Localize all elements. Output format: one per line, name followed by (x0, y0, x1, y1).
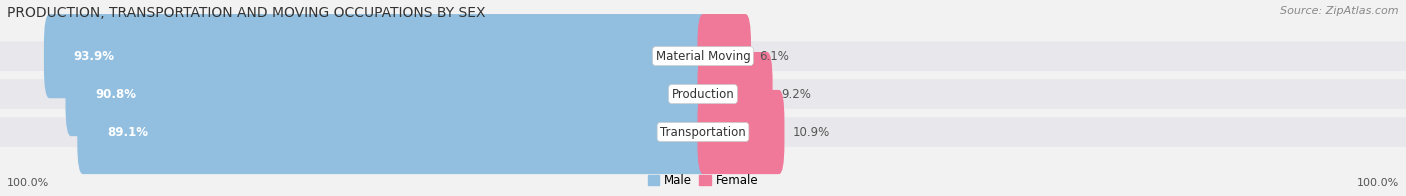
Text: Material Moving: Material Moving (655, 50, 751, 63)
Text: PRODUCTION, TRANSPORTATION AND MOVING OCCUPATIONS BY SEX: PRODUCTION, TRANSPORTATION AND MOVING OC… (7, 6, 485, 20)
Text: 90.8%: 90.8% (96, 88, 136, 101)
Text: Transportation: Transportation (661, 125, 745, 139)
FancyBboxPatch shape (44, 14, 709, 98)
Text: 100.0%: 100.0% (1357, 178, 1399, 188)
Text: 10.9%: 10.9% (793, 125, 830, 139)
FancyBboxPatch shape (0, 41, 1406, 71)
FancyBboxPatch shape (66, 52, 709, 136)
Text: 100.0%: 100.0% (7, 178, 49, 188)
Text: 6.1%: 6.1% (759, 50, 789, 63)
Legend: Male, Female: Male, Female (643, 169, 763, 192)
Text: Production: Production (672, 88, 734, 101)
Text: 89.1%: 89.1% (107, 125, 148, 139)
FancyBboxPatch shape (697, 90, 785, 174)
Text: 9.2%: 9.2% (780, 88, 811, 101)
FancyBboxPatch shape (0, 79, 1406, 109)
FancyBboxPatch shape (697, 14, 751, 98)
FancyBboxPatch shape (77, 90, 709, 174)
FancyBboxPatch shape (697, 52, 773, 136)
Text: 93.9%: 93.9% (75, 50, 115, 63)
Text: Source: ZipAtlas.com: Source: ZipAtlas.com (1281, 6, 1399, 16)
FancyBboxPatch shape (0, 117, 1406, 147)
